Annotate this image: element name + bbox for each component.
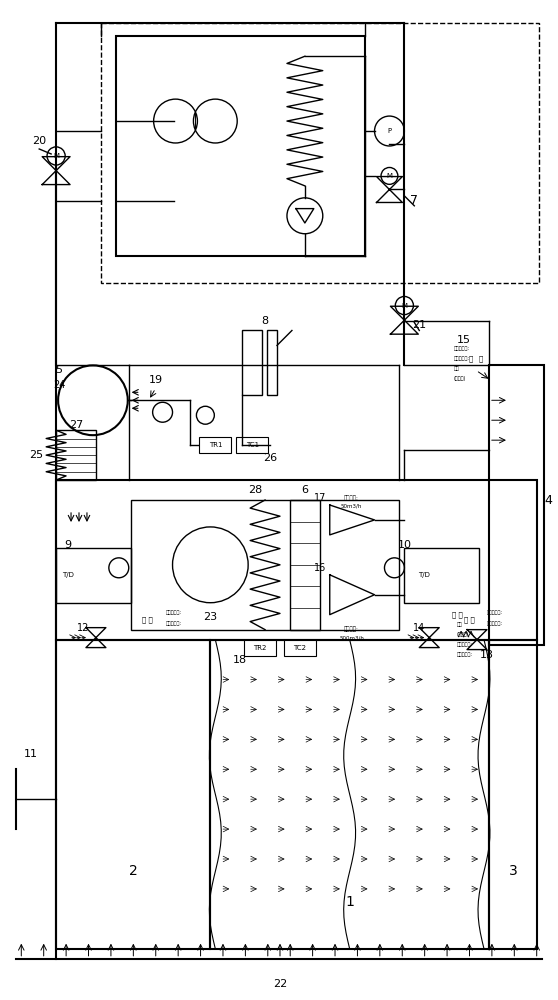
Bar bbox=[236, 437, 268, 453]
Text: 22: 22 bbox=[273, 979, 287, 989]
Text: 2: 2 bbox=[129, 864, 138, 878]
Text: 12: 12 bbox=[77, 623, 89, 633]
Text: 21: 21 bbox=[412, 320, 426, 330]
Text: 米 米: 米 米 bbox=[464, 616, 474, 623]
Bar bbox=[210, 640, 489, 949]
Text: TR1: TR1 bbox=[209, 442, 222, 448]
Text: M: M bbox=[401, 303, 407, 309]
Text: M: M bbox=[53, 153, 59, 159]
Text: 温度测试验:: 温度测试验: bbox=[487, 621, 503, 626]
Text: 温度测试验:: 温度测试验: bbox=[166, 621, 181, 626]
Text: 19: 19 bbox=[148, 375, 163, 385]
Text: 米: 米 bbox=[479, 355, 483, 362]
Text: TR2: TR2 bbox=[253, 645, 267, 651]
Text: 500m3/h: 500m3/h bbox=[339, 635, 364, 640]
Text: 示踪法试验:: 示踪法试验: bbox=[166, 610, 181, 615]
Text: 示踪法试验:: 示踪法试验: bbox=[487, 610, 503, 615]
Bar bbox=[56, 480, 537, 640]
Text: 米 米: 米 米 bbox=[452, 611, 463, 618]
Text: 25: 25 bbox=[29, 450, 44, 460]
Text: 27: 27 bbox=[69, 420, 83, 430]
Text: 11: 11 bbox=[24, 749, 39, 759]
Text: 10: 10 bbox=[397, 540, 411, 550]
Text: 15: 15 bbox=[457, 335, 471, 345]
Text: 18: 18 bbox=[233, 655, 247, 665]
Text: 温度测试验:: 温度测试验: bbox=[454, 356, 470, 361]
Text: TC2: TC2 bbox=[294, 645, 306, 651]
Bar bbox=[242, 330, 262, 395]
Text: 28: 28 bbox=[248, 485, 262, 495]
Text: TC1: TC1 bbox=[246, 442, 259, 448]
Text: T/D: T/D bbox=[418, 572, 430, 578]
Bar bbox=[56, 548, 131, 603]
Bar bbox=[101, 23, 538, 283]
Text: 3: 3 bbox=[508, 864, 517, 878]
Text: P: P bbox=[387, 128, 392, 134]
Text: 7: 7 bbox=[410, 194, 418, 207]
Text: 23: 23 bbox=[203, 612, 218, 622]
Bar bbox=[267, 330, 277, 395]
Text: 6: 6 bbox=[301, 485, 309, 495]
Text: 17: 17 bbox=[314, 493, 326, 503]
Text: 最大流量:: 最大流量: bbox=[344, 495, 359, 501]
Text: 温度测试验:: 温度测试验: bbox=[457, 652, 473, 657]
Text: 9: 9 bbox=[65, 540, 71, 550]
Bar bbox=[56, 430, 96, 480]
Text: 8: 8 bbox=[262, 316, 268, 326]
Bar bbox=[284, 640, 316, 656]
Bar bbox=[244, 640, 276, 656]
Text: 米: 米 bbox=[469, 355, 473, 362]
Bar bbox=[56, 640, 210, 949]
Text: 示踪法试验:: 示踪法试验: bbox=[457, 642, 473, 647]
Text: 最大流量:: 最大流量: bbox=[344, 627, 359, 632]
Text: 示踪法试验:: 示踪法试验: bbox=[454, 346, 470, 351]
Text: 50m3/h: 50m3/h bbox=[341, 503, 362, 508]
Bar bbox=[489, 365, 543, 645]
Text: 14: 14 bbox=[413, 623, 425, 633]
Text: 26: 26 bbox=[263, 453, 277, 463]
Text: 13: 13 bbox=[480, 650, 494, 660]
Text: (室外风): (室外风) bbox=[457, 632, 469, 637]
Bar bbox=[131, 500, 400, 630]
Text: M: M bbox=[387, 173, 392, 179]
Bar bbox=[116, 36, 364, 256]
Text: 24: 24 bbox=[53, 380, 65, 390]
Bar bbox=[290, 500, 320, 630]
Text: 米 米: 米 米 bbox=[142, 616, 153, 623]
Text: 16: 16 bbox=[314, 563, 326, 573]
Bar bbox=[199, 437, 231, 453]
Bar bbox=[489, 640, 537, 949]
Text: (自然风): (自然风) bbox=[454, 376, 466, 381]
Bar bbox=[405, 548, 479, 603]
Text: T/D: T/D bbox=[62, 572, 74, 578]
Text: 20: 20 bbox=[32, 136, 46, 146]
Text: 送风: 送风 bbox=[454, 366, 460, 371]
Text: 补风: 补风 bbox=[457, 622, 463, 627]
Text: 5: 5 bbox=[56, 365, 62, 375]
Text: 1: 1 bbox=[345, 895, 354, 909]
Text: 4: 4 bbox=[545, 494, 552, 507]
